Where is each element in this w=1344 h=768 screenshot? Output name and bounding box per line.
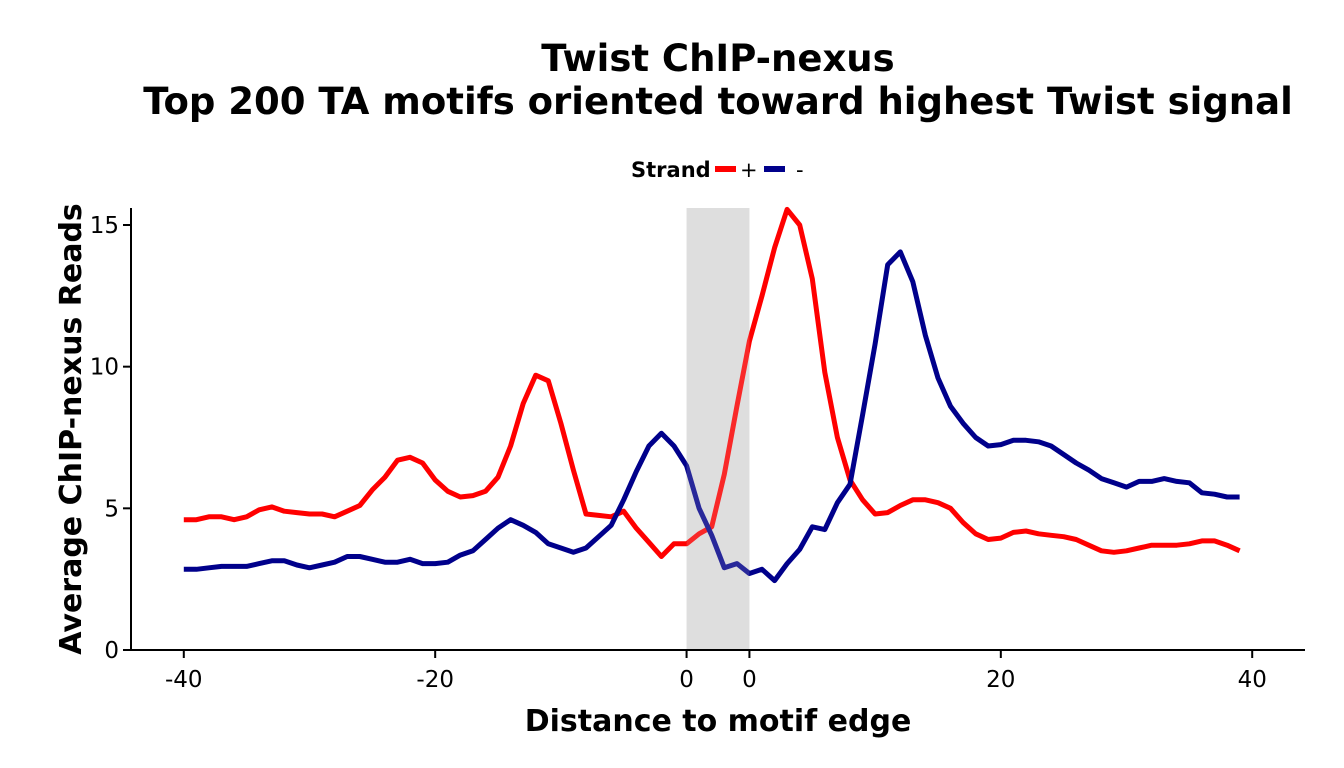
legend-label-plus: + (740, 158, 758, 182)
x-tick-label: 40 (1238, 667, 1267, 693)
x-tick-label: 0 (742, 667, 757, 693)
legend-title: Strand (631, 158, 711, 182)
y-tick-label: 5 (104, 496, 119, 522)
x-tick-label: 20 (986, 667, 1015, 693)
x-axis-ticks: -40 -20 0 0 20 40 (165, 650, 1267, 693)
x-axis-title: Distance to motif edge (525, 704, 912, 739)
chart-title: Twist ChIP-nexus Top 200 TA motifs orien… (143, 37, 1293, 123)
x-tick-label: -20 (416, 667, 454, 693)
y-tick-label: 10 (90, 355, 119, 381)
y-tick-label: 0 (104, 638, 119, 664)
motif-region-overlay (687, 208, 750, 650)
chart-title-line-2: Top 200 TA motifs oriented toward highes… (143, 80, 1293, 123)
series-layer (184, 208, 1240, 650)
y-tick-label: 15 (90, 213, 119, 239)
legend: Strand + - (631, 158, 804, 182)
y-axis-title: Average ChIP-nexus Reads (54, 203, 89, 655)
y-axis-ticks: 0 5 10 15 (90, 213, 131, 664)
x-tick-label: 0 (679, 667, 694, 693)
legend-label-minus: - (796, 158, 804, 182)
x-tick-label: -40 (165, 667, 203, 693)
chart-title-line-1: Twist ChIP-nexus (541, 37, 894, 80)
